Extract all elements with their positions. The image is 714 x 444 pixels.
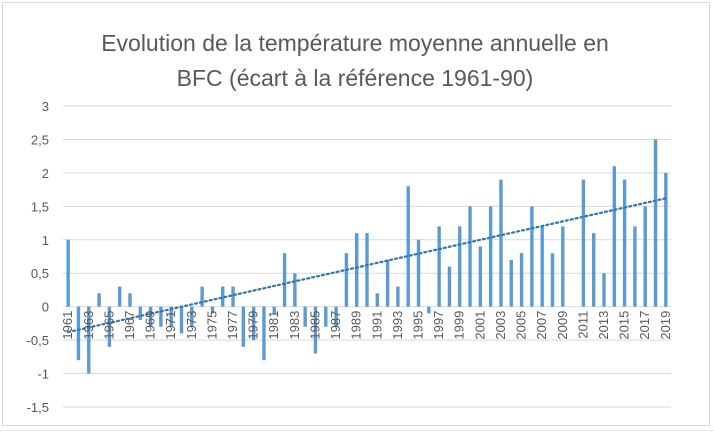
- x-tick-label: 2007: [534, 311, 549, 340]
- bar-2001: [479, 246, 482, 306]
- bar-1993: [396, 287, 399, 307]
- bar-2008: [551, 253, 554, 307]
- bar-1977: [231, 287, 234, 307]
- x-tick-label: 1961: [60, 311, 75, 340]
- x-tick-label: 1973: [184, 311, 199, 340]
- bar-1967: [128, 293, 131, 306]
- bar-1984: [303, 307, 306, 327]
- x-tick-label: 2019: [658, 311, 673, 340]
- y-tick-label: -0,5: [27, 333, 49, 348]
- x-tick-label: 1997: [431, 311, 446, 340]
- x-tick-label: 1993: [390, 311, 405, 340]
- bar-1982: [283, 253, 286, 307]
- x-tick-label: 2009: [555, 311, 570, 340]
- bar-1989: [355, 233, 358, 307]
- chart-plot: 3 2,5 2 1,5 1 0,5 0 -0,5 -1 -1,5 1961 1963 1965 1967 1…: [0, 0, 714, 430]
- x-tick-label: 1965: [101, 311, 116, 340]
- x-tick-label: 2017: [637, 311, 652, 340]
- x-tick-label: 1969: [143, 311, 158, 340]
- y-tick-label: -1: [37, 367, 49, 382]
- bar-1991: [376, 293, 379, 306]
- bar-1968: [139, 307, 142, 320]
- x-tick-label: 1999: [452, 311, 467, 340]
- bar-1999: [458, 226, 461, 306]
- bar-2009: [561, 226, 564, 306]
- bar-1961: [66, 240, 69, 307]
- x-tick-label: 1975: [204, 311, 219, 340]
- x-tick-label: 1985: [307, 311, 322, 340]
- bar-2014: [613, 166, 616, 306]
- x-tick-label: 2015: [617, 311, 632, 340]
- bar-1994: [407, 186, 410, 306]
- bar-1986: [324, 307, 327, 327]
- x-tick-label: 2001: [472, 311, 487, 340]
- bar-1974: [200, 287, 203, 307]
- bar-2002: [489, 206, 492, 306]
- x-tick-label: 1971: [163, 311, 178, 340]
- y-tick-label: -1,5: [27, 400, 49, 415]
- bar-2017: [644, 206, 647, 306]
- bar-1980: [262, 307, 265, 361]
- bar-2018: [654, 139, 657, 306]
- bar-2012: [592, 233, 595, 307]
- x-tick-label: 1979: [246, 311, 261, 340]
- bar-2003: [499, 180, 502, 307]
- bar-2006: [530, 206, 533, 306]
- bar-2019: [664, 173, 667, 307]
- bar-2016: [633, 226, 636, 306]
- x-tick-label: 1991: [369, 311, 384, 340]
- bar-2013: [602, 273, 605, 306]
- x-tick-label: 1967: [122, 311, 137, 340]
- x-tick-label: 1977: [225, 311, 240, 340]
- y-tick-label: 1,5: [31, 199, 49, 214]
- x-tick-label: 1995: [411, 311, 426, 340]
- bar-1970: [159, 307, 162, 327]
- bar-1995: [417, 240, 420, 307]
- bar-2007: [540, 226, 543, 306]
- bar-1983: [293, 273, 296, 306]
- y-tick-label: 2,5: [31, 132, 49, 147]
- bar-1992: [386, 260, 389, 307]
- x-tick-label: 1963: [81, 311, 96, 340]
- x-tick-label: 1981: [266, 311, 281, 340]
- x-tick-label: 1983: [287, 311, 302, 340]
- y-tick-label: 3: [42, 99, 49, 114]
- bar-2011: [582, 180, 585, 307]
- bar-2004: [510, 260, 513, 307]
- x-tick-label: 1987: [328, 311, 343, 340]
- adjacent-panel-edge: [0, 430, 714, 444]
- bar-2015: [623, 180, 626, 307]
- x-tick-label: 2003: [493, 311, 508, 340]
- bar-1962: [77, 307, 80, 361]
- bar-1998: [448, 267, 451, 307]
- bar-1978: [242, 307, 245, 347]
- bar-1966: [118, 287, 121, 307]
- y-tick-label: 2: [42, 166, 49, 181]
- bar-1964: [97, 293, 100, 306]
- bar-2005: [520, 253, 523, 307]
- bar-1997: [437, 226, 440, 306]
- x-tick-label: 1989: [349, 311, 364, 340]
- x-tick-label: 2013: [596, 311, 611, 340]
- y-tick-label: 0: [42, 300, 49, 315]
- x-tick-label: 2005: [514, 311, 529, 340]
- y-tick-label: 1: [42, 233, 49, 248]
- bar-1990: [365, 233, 368, 307]
- bar-1988: [345, 253, 348, 307]
- bar-1996: [427, 307, 430, 314]
- y-tick-label: 0,5: [31, 266, 49, 281]
- bar-2000: [468, 206, 471, 306]
- x-tick-label: 2011: [575, 311, 590, 339]
- bar-1972: [180, 307, 183, 334]
